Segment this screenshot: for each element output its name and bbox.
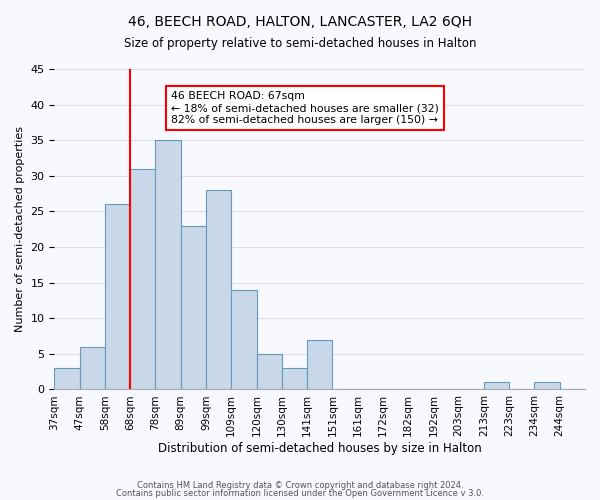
Bar — [231, 290, 257, 390]
Bar — [55, 368, 80, 390]
Bar — [105, 204, 130, 390]
Bar — [181, 226, 206, 390]
Bar — [307, 340, 332, 390]
Text: Size of property relative to semi-detached houses in Halton: Size of property relative to semi-detach… — [124, 38, 476, 51]
Bar — [130, 168, 155, 390]
Bar — [484, 382, 509, 390]
Text: 46, BEECH ROAD, HALTON, LANCASTER, LA2 6QH: 46, BEECH ROAD, HALTON, LANCASTER, LA2 6… — [128, 15, 472, 29]
Bar — [206, 190, 231, 390]
Bar — [80, 346, 105, 390]
X-axis label: Distribution of semi-detached houses by size in Halton: Distribution of semi-detached houses by … — [158, 442, 482, 455]
Bar — [535, 382, 560, 390]
Bar — [282, 368, 307, 390]
Text: 46 BEECH ROAD: 67sqm
← 18% of semi-detached houses are smaller (32)
82% of semi-: 46 BEECH ROAD: 67sqm ← 18% of semi-detac… — [171, 92, 439, 124]
Text: Contains public sector information licensed under the Open Government Licence v : Contains public sector information licen… — [116, 488, 484, 498]
Text: Contains HM Land Registry data © Crown copyright and database right 2024.: Contains HM Land Registry data © Crown c… — [137, 481, 463, 490]
Bar — [257, 354, 282, 390]
Bar — [155, 140, 181, 390]
Y-axis label: Number of semi-detached properties: Number of semi-detached properties — [15, 126, 25, 332]
